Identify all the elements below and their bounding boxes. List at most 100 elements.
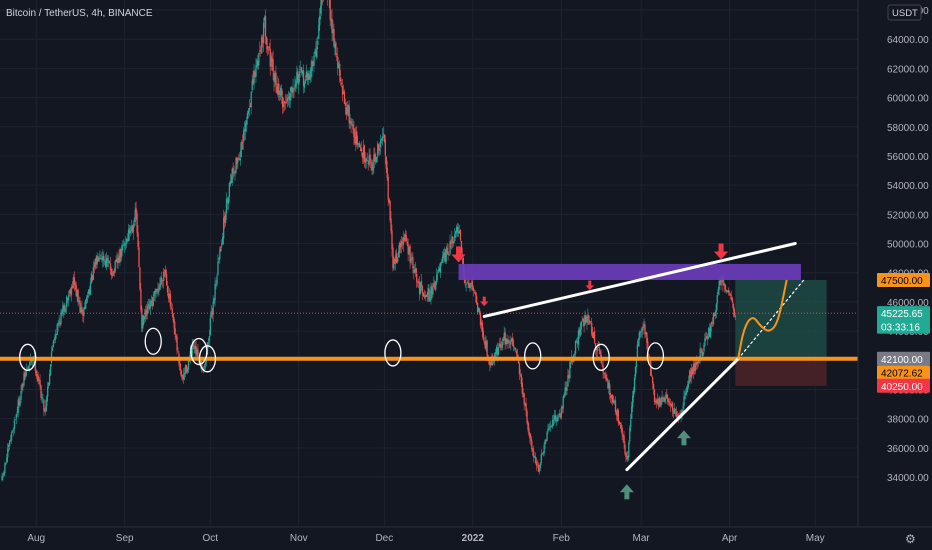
candle-body (540, 454, 542, 463)
candle-body (293, 88, 295, 90)
candle-body (49, 364, 52, 376)
candle-body (139, 267, 141, 290)
candle-body (1, 475, 3, 480)
candle-body (319, 15, 321, 26)
candle-body (24, 372, 26, 377)
candle-body (696, 361, 698, 365)
candle-body (585, 315, 587, 322)
candle-body (233, 172, 235, 174)
candle-body (275, 72, 277, 85)
candle-body (464, 279, 466, 283)
candle-body (550, 426, 552, 427)
candle-body (167, 293, 170, 299)
candle-body (613, 400, 616, 402)
candle-body (395, 254, 397, 264)
candle-body (338, 65, 340, 68)
candle-body (692, 364, 695, 374)
candle-body (222, 237, 224, 245)
candle-body (267, 49, 270, 51)
candle-body (564, 387, 566, 396)
candle-body (184, 373, 186, 375)
candle-body (286, 98, 289, 102)
candle-body (378, 144, 380, 150)
candle-body (292, 87, 294, 93)
x-tick-label: Mar (633, 533, 651, 544)
candle-body (246, 113, 249, 119)
candle-body (377, 143, 379, 157)
candle-body (606, 379, 608, 381)
candle-body (731, 298, 734, 303)
candle-body (508, 341, 510, 343)
candle-body (604, 372, 606, 374)
y-tick-label: 58000.00 (887, 123, 929, 134)
candle-body (418, 282, 421, 295)
candle-body (187, 360, 190, 370)
candle-body (206, 342, 209, 355)
candle-body (272, 59, 274, 72)
candle-body (675, 411, 678, 418)
candle-body (703, 344, 705, 352)
candle-body (278, 83, 280, 95)
candle-body (385, 156, 387, 169)
candle-body (270, 55, 272, 67)
candle-body (723, 282, 725, 286)
candle-body (150, 300, 153, 303)
candle-body (105, 260, 107, 267)
candle-body (96, 255, 98, 265)
candle-body (558, 413, 561, 416)
candle-body (649, 360, 651, 362)
candle-body (120, 249, 122, 257)
candle-body (658, 397, 660, 407)
candle-body (445, 249, 447, 262)
candle-body (350, 121, 352, 124)
candle-body (248, 107, 250, 112)
candle-body (480, 321, 483, 325)
gear-icon[interactable]: ⚙ (905, 532, 916, 546)
candle-body (429, 297, 431, 301)
candle-body (318, 24, 320, 39)
candle-body (551, 426, 553, 428)
candle-body (84, 306, 86, 309)
candle-body (340, 83, 343, 85)
candle-body (99, 257, 101, 259)
price-label: 40250.00 (881, 382, 923, 393)
candle-body (189, 351, 192, 358)
candle-body (586, 316, 588, 324)
down-arrow (451, 246, 466, 263)
candle-body (661, 396, 663, 403)
candle-body (690, 367, 693, 378)
candle-body (476, 302, 479, 313)
stop-zone (735, 358, 827, 386)
y-tick-label: 50000.00 (887, 240, 929, 251)
candle-body (74, 283, 76, 285)
candle-body (309, 75, 311, 80)
candle-body (495, 352, 497, 354)
candle-body (511, 337, 513, 340)
candle-body (258, 52, 260, 66)
candle-body (215, 284, 217, 286)
candle-body (79, 300, 81, 313)
candle-body (81, 306, 83, 313)
candle-body (216, 276, 218, 285)
candle-body (619, 422, 621, 424)
candle-body (110, 269, 113, 276)
candle-body (417, 281, 419, 283)
candle-body (125, 243, 127, 245)
candle-body (528, 428, 530, 435)
candle-body (708, 327, 710, 336)
candle-body (553, 415, 556, 420)
candle-body (720, 278, 722, 286)
candle-body (601, 363, 603, 365)
candle-body (458, 230, 461, 233)
candle-body (234, 171, 236, 173)
candle-body (136, 213, 138, 233)
candle-body (210, 311, 212, 318)
candle-body (19, 401, 21, 406)
candle-body (431, 285, 433, 295)
candle-body (440, 262, 443, 263)
candle-body (46, 396, 48, 406)
candle-body (238, 158, 240, 160)
candle-body (629, 427, 631, 442)
candle-body (459, 229, 462, 241)
